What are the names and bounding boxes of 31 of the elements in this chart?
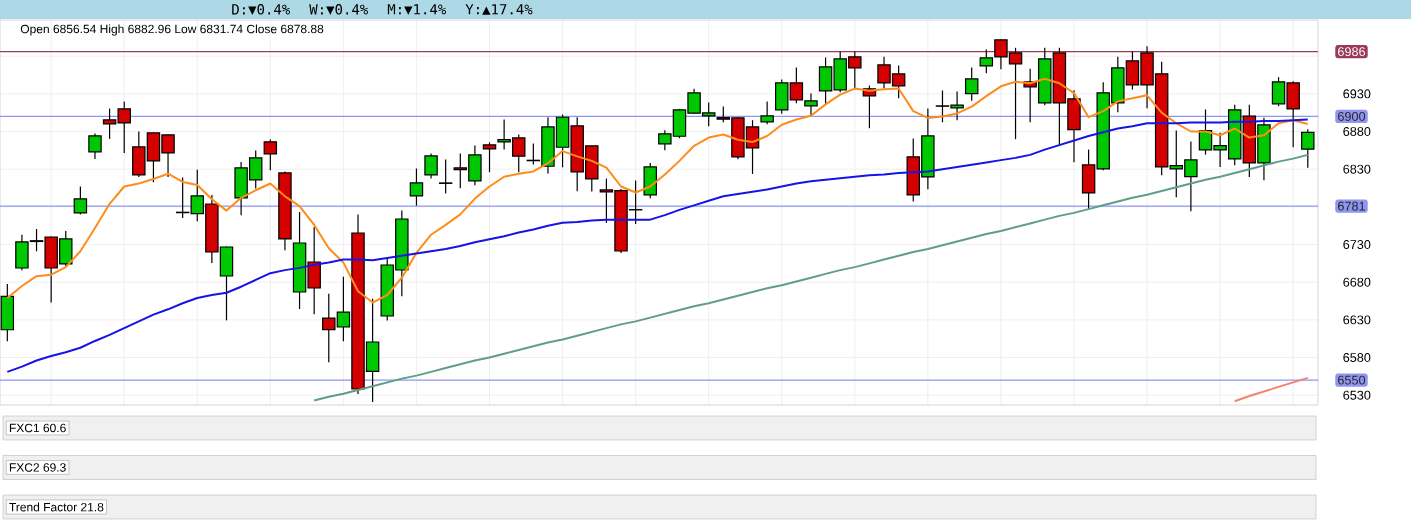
candlestick [263,138,278,171]
candlestick [979,48,994,74]
candlestick [88,132,102,160]
y-tick-label: 6930 [1343,89,1371,99]
text: D:▼0.4% [232,4,291,15]
candlestick [760,100,774,125]
y-tick-label: 6830 [1343,164,1371,174]
y-tick-label: 6580 [1343,353,1371,363]
text: W:▼0.4% [309,4,369,15]
text: FXC1 60.6 [9,423,66,433]
candlestick [424,152,438,180]
ref-line-label: 6900 [1338,111,1366,121]
text: M:▼1.4% [387,4,447,15]
candlestick [482,141,497,173]
y-tick-label: 6630 [1343,315,1371,325]
ref-line-label: 6986 [1338,47,1366,57]
ref-line-label: 6550 [1338,375,1366,385]
candlestick [964,66,979,102]
y-tick-label: 6730 [1343,240,1371,249]
candlestick [73,185,88,216]
ref-line-label: 6781 [1338,201,1365,211]
text: Y:▲17.4% [465,4,533,15]
chart-subtitle: Open 6856.54 High 6882.96 Low 6831.74 Close 6878.88 [20,24,324,36]
candlestick [409,167,424,207]
candlestick [438,159,453,195]
candlestick [1301,128,1315,169]
y-tick-label: 6680 [1343,277,1371,287]
text: Trend Factor 21.8 [9,502,104,512]
y-tick-label: 6880 [1343,127,1371,136]
y-tick-label: 6530 [1343,390,1371,400]
text: FXC2 69.3 [9,463,66,472]
